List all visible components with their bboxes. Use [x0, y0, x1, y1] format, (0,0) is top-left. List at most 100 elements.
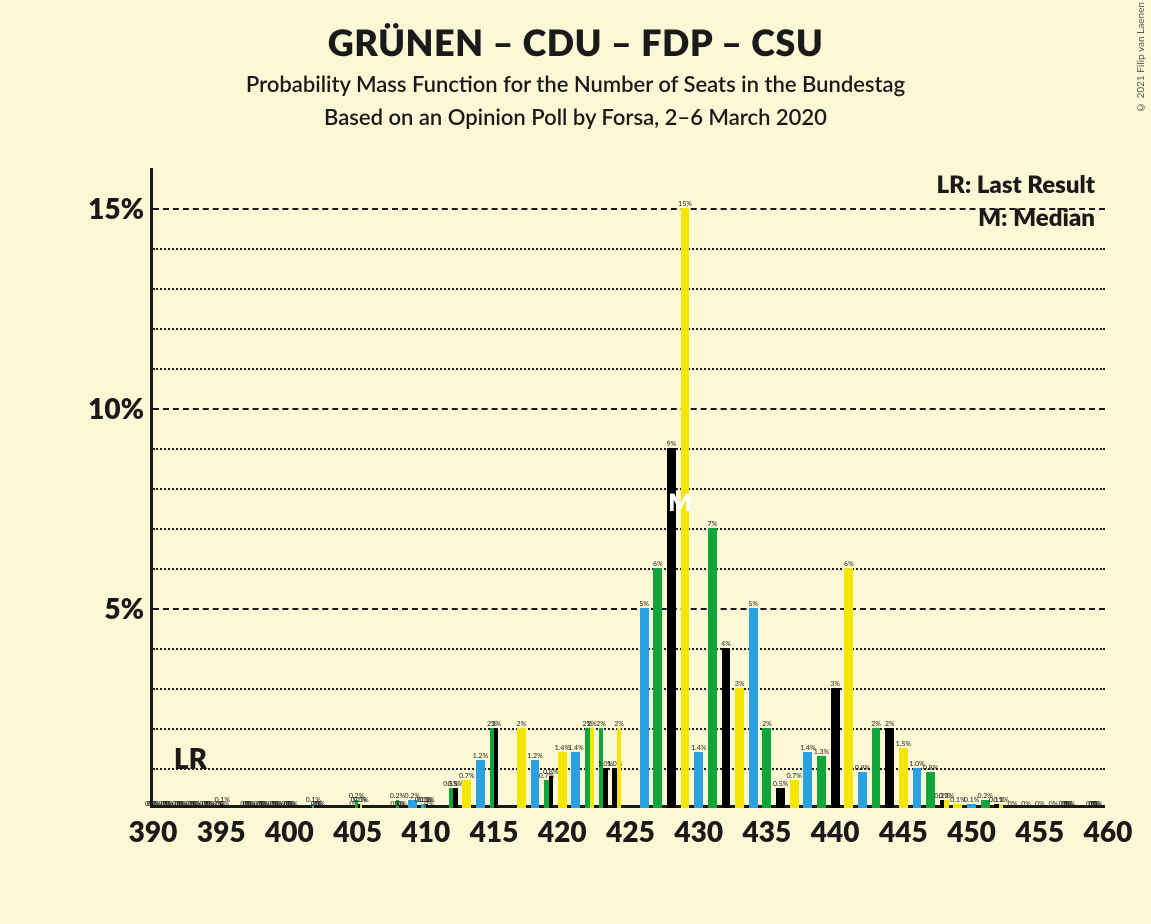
x-tick-label: 455 [1015, 814, 1064, 848]
bar-value-label: 1.2% [473, 752, 488, 760]
bar: 1.4% [694, 752, 703, 808]
bar-value-label: 2% [885, 720, 895, 728]
bar-value-label: 6% [653, 560, 663, 568]
chart-plot: 5%10%15% LR: Last Result M: Median 0%0%0… [60, 168, 1120, 848]
x-tick-label: 420 [538, 814, 587, 848]
bar: 1.0% [913, 768, 922, 808]
bar-value-label: 0% [1049, 800, 1059, 808]
x-tick-label: 405 [333, 814, 382, 848]
bar-value-label: 0% [220, 800, 230, 808]
lr-marker: LR [174, 741, 207, 775]
bar: 1.5% [899, 748, 908, 808]
plot-area: LR: Last Result M: Median 0%0%0%0%0%0%0%… [150, 168, 1105, 808]
bar: 0.5% [776, 788, 785, 808]
chart-subtitle-1: Probability Mass Function for the Number… [0, 70, 1151, 97]
bar: 0.7% [462, 780, 471, 808]
bar-value-label: 1.2% [527, 752, 542, 760]
bar-value-label: 0% [424, 800, 434, 808]
bar: 2% [885, 728, 894, 808]
bar-value-label: 2% [871, 720, 881, 728]
bar: 0.8% [549, 776, 553, 808]
bar-value-label: 0% [397, 800, 407, 808]
bar: 7% [708, 528, 717, 808]
bar-value-label: 2% [762, 720, 772, 728]
x-tick-label: 440 [811, 814, 860, 848]
bar: 1.4% [571, 752, 580, 808]
bar-value-label: 0.5% [448, 780, 463, 788]
x-tick-label: 395 [197, 814, 246, 848]
bar-value-label: 5% [748, 600, 758, 608]
bar-value-label: 2% [517, 720, 527, 728]
y-tick-label: 15% [88, 191, 144, 225]
bar-value-label: 0.7% [459, 772, 474, 780]
bar: 0.9% [858, 772, 867, 808]
bar: 2% [517, 728, 526, 808]
chart-subtitle-2: Based on an Opinion Poll by Forsa, 2–6 M… [0, 103, 1151, 130]
bar: 1.4% [803, 752, 812, 808]
x-tick-label: 435 [743, 814, 792, 848]
bar: 1.4% [558, 752, 567, 808]
chart-title: GRÜNEN – CDU – FDP – CSU [0, 20, 1151, 64]
bar: 4% [722, 648, 731, 808]
bar-value-label: 2% [491, 720, 501, 728]
bar-value-label: 1.5% [896, 740, 911, 748]
bar-value-label: 1.3% [814, 748, 829, 756]
x-axis-labels: 3903954004054104154204254304354404454504… [153, 808, 1105, 848]
bar-value-label: 4% [721, 640, 731, 648]
bar-value-label: 0.9% [923, 764, 938, 772]
bar: 6% [844, 568, 853, 808]
bar-value-label: 0.8% [543, 768, 558, 776]
bar: 5% [640, 608, 649, 808]
y-axis-labels: 5%10%15% [60, 168, 148, 808]
bar-value-label: 9% [667, 440, 677, 448]
bar-value-label: 5% [639, 600, 649, 608]
bar: 0.5% [453, 788, 457, 808]
bar-value-label: 0.2% [390, 792, 405, 800]
bar: 2% [494, 728, 498, 808]
bar: 2% [872, 728, 881, 808]
bar: 2% [617, 728, 621, 808]
bar: 0.9% [926, 772, 935, 808]
bar-value-label: 0.1% [353, 796, 368, 804]
x-tick-label: 460 [1084, 814, 1133, 848]
bar-value-label: 0% [288, 800, 298, 808]
copyright-text: © 2021 Filip van Laenen [1135, 2, 1147, 113]
bar-value-label: 0.9% [855, 764, 870, 772]
bar: 5% [749, 608, 758, 808]
bar-value-label: 3% [735, 680, 745, 688]
bar-value-label: 15% [678, 200, 692, 208]
bar-value-label: 6% [844, 560, 854, 568]
bar-value-label: 3% [830, 680, 840, 688]
bar: 2% [762, 728, 771, 808]
bar-value-label: 0% [1008, 800, 1018, 808]
bar-value-label: 0.7% [786, 772, 801, 780]
bar-value-label: 0% [315, 800, 325, 808]
x-tick-label: 425 [606, 814, 655, 848]
x-tick-label: 415 [470, 814, 519, 848]
bar-value-label: 1.4% [691, 744, 706, 752]
y-tick-label: 5% [104, 591, 144, 625]
bar-value-label: 2% [596, 720, 606, 728]
bar-value-label: 2% [614, 720, 624, 728]
x-tick-label: 445 [879, 814, 928, 848]
bar: 0.2% [944, 800, 948, 808]
bar: 3% [831, 688, 840, 808]
bar-value-label: 0% [1066, 800, 1076, 808]
bar: 0.7% [790, 780, 799, 808]
bar: 2% [590, 728, 594, 808]
bar: 3% [735, 688, 744, 808]
bar-value-label: 0.5% [773, 780, 788, 788]
x-tick-label: 400 [265, 814, 314, 848]
bar-value-label: 0% [1093, 800, 1103, 808]
x-tick-label: 410 [401, 814, 450, 848]
bar-value-label: 0% [1035, 800, 1045, 808]
bar-value-label: 1.4% [568, 744, 583, 752]
title-block: GRÜNEN – CDU – FDP – CSU Probability Mas… [0, 0, 1151, 130]
x-tick-label: 390 [129, 814, 178, 848]
bar: 6% [653, 568, 662, 808]
x-tick-label: 450 [947, 814, 996, 848]
m-marker: M [668, 488, 691, 517]
x-tick-label: 430 [674, 814, 723, 848]
bar: 1.2% [531, 760, 540, 808]
bar-value-label: 0.1% [993, 796, 1008, 804]
